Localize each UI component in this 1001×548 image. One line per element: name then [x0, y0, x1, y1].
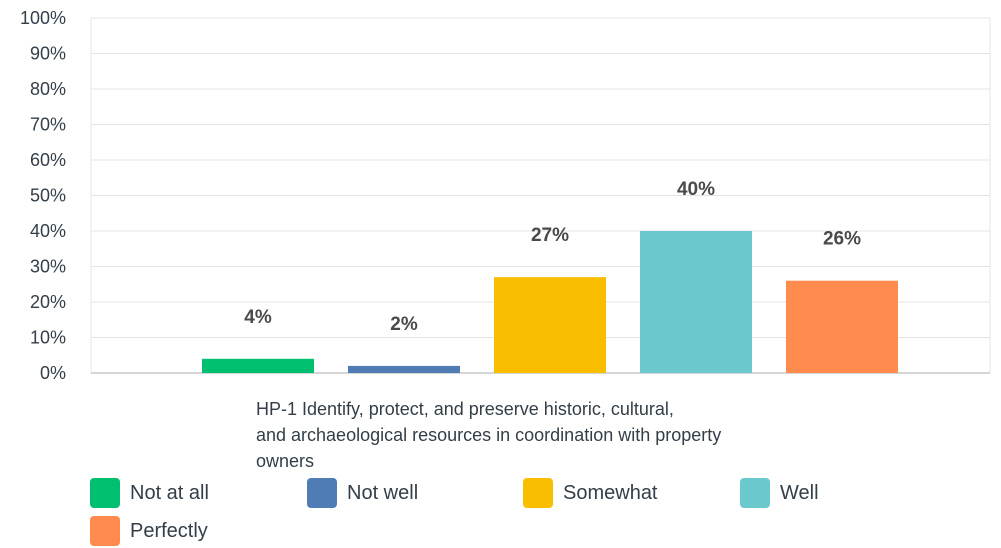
legend-label: Not at all [130, 481, 209, 504]
legend-label: Somewhat [563, 481, 658, 504]
legend-item-somewhat[interactable]: Somewhat [523, 476, 658, 510]
data-label: 2% [390, 314, 418, 335]
data-label: 4% [244, 307, 272, 328]
gridlines [90, 17, 991, 373]
category-label: HP-1 Identify, protect, and preserve his… [256, 396, 856, 474]
y-tick-label: 90% [30, 44, 66, 64]
y-tick-label: 40% [30, 221, 66, 241]
legend-label: Well [780, 481, 819, 504]
bar-not-well[interactable] [348, 365, 460, 373]
data-labels: 4% 2% 27% 40% 26% [244, 179, 861, 335]
y-tick-label: 30% [30, 257, 66, 277]
category-label-line-1: HP-1 Identify, protect, and preserve his… [256, 399, 674, 419]
legend-item-not-well[interactable]: Not well [307, 476, 418, 510]
y-tick-label: 60% [30, 150, 66, 170]
data-label: 27% [531, 225, 569, 246]
legend-item-not-at-all[interactable]: Not at all [90, 476, 209, 510]
legend-swatch [90, 478, 120, 508]
bar-perfectly[interactable] [786, 280, 898, 373]
legend-swatch [307, 478, 337, 508]
bar-chart: 0% 10% 20% 30% 40% 50% 60% 70% 80% 90% 100% 4% 2% 27… [20, 8, 991, 383]
legend-label: Perfectly [130, 519, 208, 542]
bar-somewhat[interactable] [494, 277, 606, 373]
data-label: 26% [823, 229, 861, 250]
y-axis-ticks: 0% 10% 20% 30% 40% 50% 60% 70% 80% 90% 100% [20, 8, 66, 383]
y-tick-label: 10% [30, 328, 66, 348]
bar-well[interactable] [640, 231, 752, 373]
legend-swatch [740, 478, 770, 508]
y-tick-label: 100% [20, 8, 66, 28]
legend-item-perfectly[interactable]: Perfectly [90, 514, 208, 548]
y-tick-label: 0% [40, 363, 66, 383]
legend-label: Not well [347, 481, 419, 504]
category-label-line-3: owners [256, 451, 315, 471]
bars [202, 231, 898, 373]
legend-item-well[interactable]: Well [740, 476, 819, 510]
category-label-line-2: and archaeological resources in coordina… [256, 425, 722, 445]
legend-swatch [90, 516, 120, 546]
y-tick-label: 20% [30, 292, 66, 312]
y-tick-label: 80% [30, 79, 66, 99]
y-tick-label: 70% [30, 115, 66, 135]
bar-not-at-all[interactable] [202, 358, 314, 373]
data-label: 40% [677, 179, 715, 200]
y-tick-label: 50% [30, 186, 66, 206]
legend-swatch [523, 478, 553, 508]
